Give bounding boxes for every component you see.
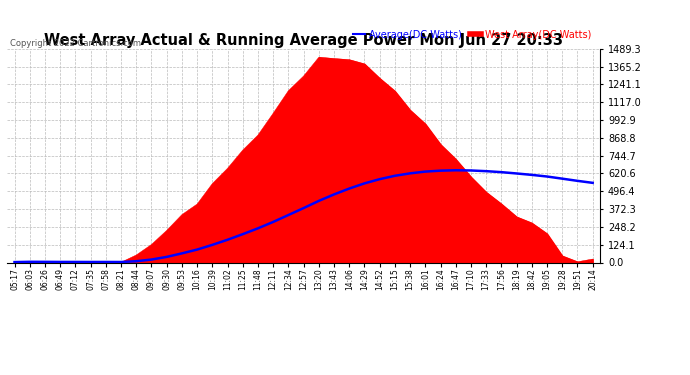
Legend: Average(DC Watts), West Array(DC Watts): Average(DC Watts), West Array(DC Watts) <box>350 26 595 44</box>
Text: Copyright 2022 Cartronics.com: Copyright 2022 Cartronics.com <box>10 39 141 48</box>
Title: West Array Actual & Running Average Power Mon Jun 27 20:33: West Array Actual & Running Average Powe… <box>44 33 563 48</box>
